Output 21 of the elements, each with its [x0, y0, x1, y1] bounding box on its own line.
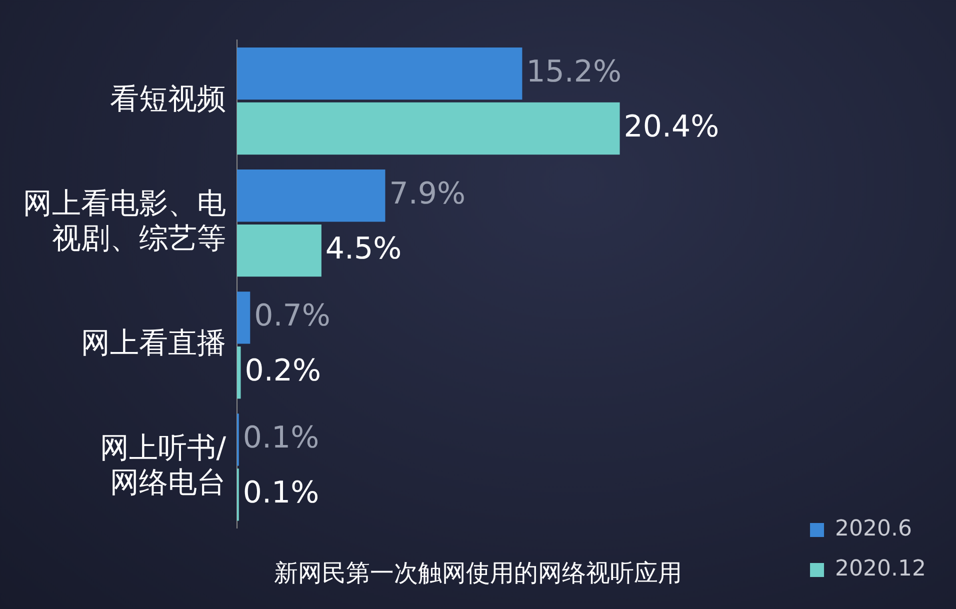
text: 新网民第一次触网使用的网络视听应用: [274, 558, 682, 587]
legend-label: 2020.12: [835, 556, 926, 582]
bar: [237, 224, 322, 277]
bar: [237, 47, 522, 100]
y-tick-label: 网上看电影、电视剧、综艺等: [23, 186, 226, 256]
data-label: 0.2%: [244, 353, 321, 388]
y-tick-label: 网上听书/网络电台: [100, 430, 226, 500]
legend-label: 2020.6: [835, 516, 912, 542]
bar: [237, 292, 250, 344]
data-label: 20.4%: [624, 109, 720, 144]
data-label: 15.2%: [526, 54, 622, 90]
data-label: 0.7%: [254, 298, 330, 334]
bar: [237, 170, 386, 222]
data-label: 4.5%: [325, 231, 402, 266]
bar: [237, 346, 241, 399]
data-label: 7.9%: [389, 176, 466, 212]
bar: [237, 102, 620, 155]
data-label: 0.1%: [242, 475, 320, 510]
y-tick-label: 看短视频: [110, 82, 226, 116]
y-tick-label: 网上看直播: [81, 326, 226, 360]
data-label: 0.1%: [242, 420, 320, 456]
